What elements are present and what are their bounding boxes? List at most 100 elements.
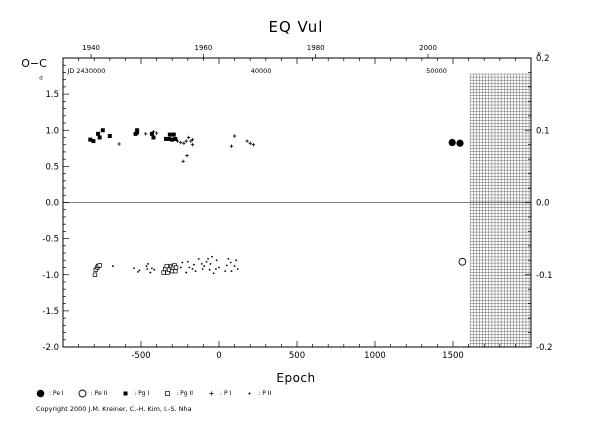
data-point-pvii bbox=[230, 270, 233, 273]
data-point-pvii bbox=[207, 257, 209, 260]
data-point-pvii bbox=[203, 265, 206, 267]
y-unit-marker: d bbox=[39, 76, 43, 82]
y-tick-label: 1.0 bbox=[45, 126, 59, 136]
year-tick-label: 1960 bbox=[194, 44, 212, 52]
y-tick-label: -1.5 bbox=[42, 307, 59, 317]
x-axis-label: Epoch bbox=[276, 371, 315, 385]
legend-label: : Pg II bbox=[176, 390, 194, 397]
data-point-pgi bbox=[97, 135, 102, 140]
x-tick-label: 500 bbox=[289, 351, 305, 361]
data-point-pgi bbox=[100, 128, 105, 133]
legend-item: : Pe II bbox=[78, 389, 107, 398]
data-point-pgi bbox=[163, 136, 168, 141]
data-point-pgi bbox=[167, 136, 172, 141]
data-point-pvii bbox=[201, 268, 204, 270]
data-point-pvii bbox=[211, 255, 213, 258]
data-point-pvii bbox=[185, 271, 188, 274]
data-point-pvii bbox=[212, 272, 215, 275]
data-point-pvii bbox=[191, 268, 194, 270]
y2-unit-marker: P bbox=[537, 52, 541, 58]
y2-tick-label: 0.0 bbox=[536, 199, 550, 209]
data-point-peii bbox=[458, 257, 467, 266]
data-point-pvii bbox=[233, 265, 236, 267]
legend-item: : P II bbox=[245, 389, 271, 398]
legend-item: : Pg II bbox=[163, 389, 193, 398]
x-tick-label: 0 bbox=[216, 351, 221, 361]
legend-marker-icon bbox=[36, 389, 45, 398]
data-point-pgii bbox=[92, 272, 98, 277]
data-point-pvii bbox=[181, 261, 184, 264]
legend-label: : Pe I bbox=[49, 390, 64, 397]
data-point-pvii bbox=[138, 269, 141, 272]
y-tick-label: 0.0 bbox=[45, 199, 59, 209]
data-point-pvii bbox=[229, 261, 232, 264]
data-point-pvii bbox=[145, 265, 148, 267]
data-point-pvii bbox=[112, 265, 114, 267]
year-tick-label: 1980 bbox=[307, 44, 325, 52]
data-point-pvii bbox=[179, 266, 182, 269]
legend: : Pe I : Pe II : Pg I : Pg II : P I : P II bbox=[36, 389, 285, 398]
data-point-pgi bbox=[91, 139, 96, 144]
data-point-pgi bbox=[135, 128, 140, 133]
data-point-pvii bbox=[200, 263, 203, 265]
data-point-pvii bbox=[208, 268, 211, 271]
data-point-pvii bbox=[227, 257, 230, 260]
legend-marker-icon bbox=[78, 389, 87, 398]
data-point-pvii bbox=[194, 270, 197, 273]
data-point-pvii bbox=[193, 263, 195, 266]
y2-tick-label: 0.2 bbox=[536, 54, 550, 64]
year-tick-label: 1940 bbox=[82, 44, 100, 52]
data-point-pvii bbox=[149, 271, 152, 274]
data-point-pvii bbox=[205, 260, 208, 263]
legend-marker-icon bbox=[165, 391, 171, 396]
y-tick-label: -2.0 bbox=[42, 343, 59, 353]
y2-tick-label: -0.1 bbox=[536, 271, 553, 281]
legend-item: : P I bbox=[207, 389, 231, 398]
data-point-pgi bbox=[133, 131, 138, 136]
data-point-pvii bbox=[197, 257, 200, 260]
legend-item: : Pg I bbox=[121, 389, 149, 398]
data-point-pgi bbox=[88, 137, 93, 142]
data-point-pgii bbox=[97, 263, 102, 268]
data-point-pvii bbox=[147, 263, 149, 265]
legend-label: : Pe II bbox=[90, 390, 108, 397]
x-tick-label: 1500 bbox=[442, 351, 464, 361]
data-point-pgi bbox=[173, 136, 178, 141]
data-point-pgi bbox=[171, 132, 176, 137]
data-point-pvii bbox=[224, 270, 227, 273]
data-point-pei bbox=[448, 138, 456, 147]
oc-diagram: EQ Vul O−C Epoch -500 0 500 1000 1500 1940 196… bbox=[21, 18, 552, 385]
copyright-note: Copyright 2000 J.M. Kreiner, C.-H. Kim, … bbox=[36, 405, 192, 413]
legend-marker-icon bbox=[248, 392, 251, 395]
data-point-pgi bbox=[167, 132, 172, 137]
x-tick-label: 1000 bbox=[364, 351, 386, 361]
data-point-pvii bbox=[133, 267, 135, 270]
data-point-pgi bbox=[107, 134, 112, 139]
data-point-pgii bbox=[161, 270, 166, 275]
y-tick-label: 1.5 bbox=[45, 90, 59, 100]
legend-item: : Pe I bbox=[36, 389, 64, 398]
y-tick-label: -1.0 bbox=[42, 271, 59, 281]
jd-label: JD 2430000 bbox=[66, 67, 105, 75]
data-point-pgi bbox=[96, 131, 101, 136]
year-tick-label: 2000 bbox=[419, 44, 437, 52]
data-point-pvii bbox=[214, 268, 217, 270]
data-point-pvii bbox=[215, 259, 218, 262]
data-point-pvii bbox=[236, 268, 239, 270]
y-axis-label: O−C bbox=[21, 57, 47, 70]
data-point-pvii bbox=[218, 266, 220, 269]
data-point-pgii bbox=[164, 263, 169, 269]
y2-tick-label: -0.2 bbox=[536, 343, 553, 353]
jd-label: 50000 bbox=[426, 67, 447, 75]
y-tick-label: -0.5 bbox=[42, 235, 59, 245]
y-tick-label: 0.5 bbox=[45, 162, 59, 172]
data-point-pvii bbox=[186, 260, 189, 263]
legend-marker-icon bbox=[123, 391, 128, 396]
data-point-pvii bbox=[225, 264, 228, 267]
legend-marker-icon bbox=[209, 391, 214, 396]
plot-area: -500 0 500 1000 1500 1940 1960 1980 2000 JD 24300… bbox=[39, 44, 552, 361]
data-point-pvii bbox=[209, 263, 212, 265]
data-point-pvii bbox=[151, 267, 153, 270]
data-point-pvii bbox=[136, 270, 139, 273]
data-point-pgi bbox=[170, 137, 175, 142]
